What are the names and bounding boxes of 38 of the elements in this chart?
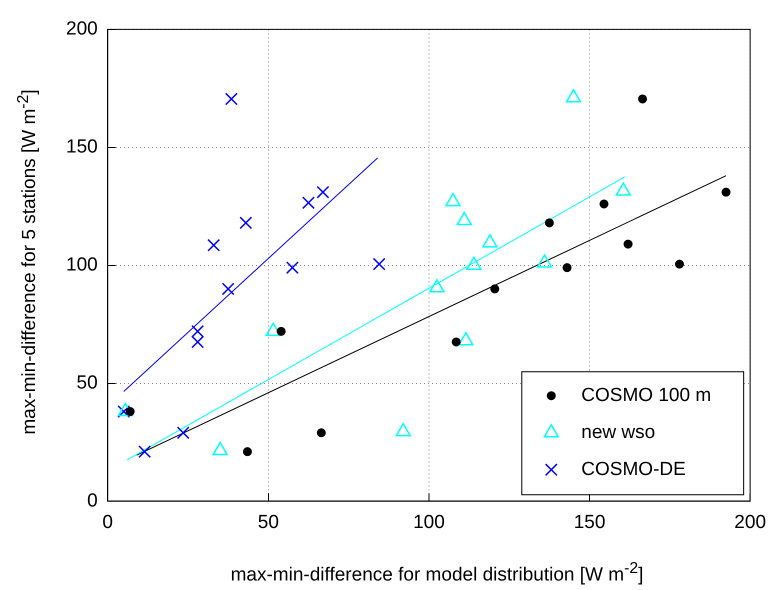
point xyxy=(490,284,500,294)
point xyxy=(176,426,190,440)
legend-label: COSMO 100 m xyxy=(581,384,712,406)
point xyxy=(276,326,286,336)
point xyxy=(138,445,152,458)
point xyxy=(286,261,299,274)
x-axis-title: max-min-difference for model distribution [W m$^{-2}$] xyxy=(230,560,644,586)
point xyxy=(117,405,130,418)
point xyxy=(126,407,135,416)
legend-label: new wso xyxy=(581,422,656,443)
x-tick-label: 100 xyxy=(413,512,445,533)
x-tick-label: 0 xyxy=(102,512,113,533)
point xyxy=(239,216,252,230)
point xyxy=(599,199,608,208)
point xyxy=(452,337,461,346)
point xyxy=(638,94,648,104)
point xyxy=(544,218,554,228)
point xyxy=(302,196,315,210)
x-tick-label: 200 xyxy=(734,512,766,533)
y-tick-label: 150 xyxy=(66,136,98,158)
y-tick-label: 200 xyxy=(66,18,98,40)
x-tick-label: 150 xyxy=(574,512,606,533)
y-tick-label: 0 xyxy=(87,490,98,512)
x-tick-label: 50 xyxy=(258,512,279,533)
y-tick-label: 50 xyxy=(76,372,98,394)
point xyxy=(224,92,238,106)
point xyxy=(674,260,684,269)
point xyxy=(222,282,235,296)
point xyxy=(316,428,326,438)
point xyxy=(316,186,330,199)
y-tick-label: 100 xyxy=(66,254,98,276)
point xyxy=(372,258,386,271)
point xyxy=(624,240,633,249)
legend-label: COSMO-DE xyxy=(581,458,686,480)
point xyxy=(207,238,220,252)
point xyxy=(722,188,731,197)
point xyxy=(242,447,252,456)
point xyxy=(562,263,572,272)
